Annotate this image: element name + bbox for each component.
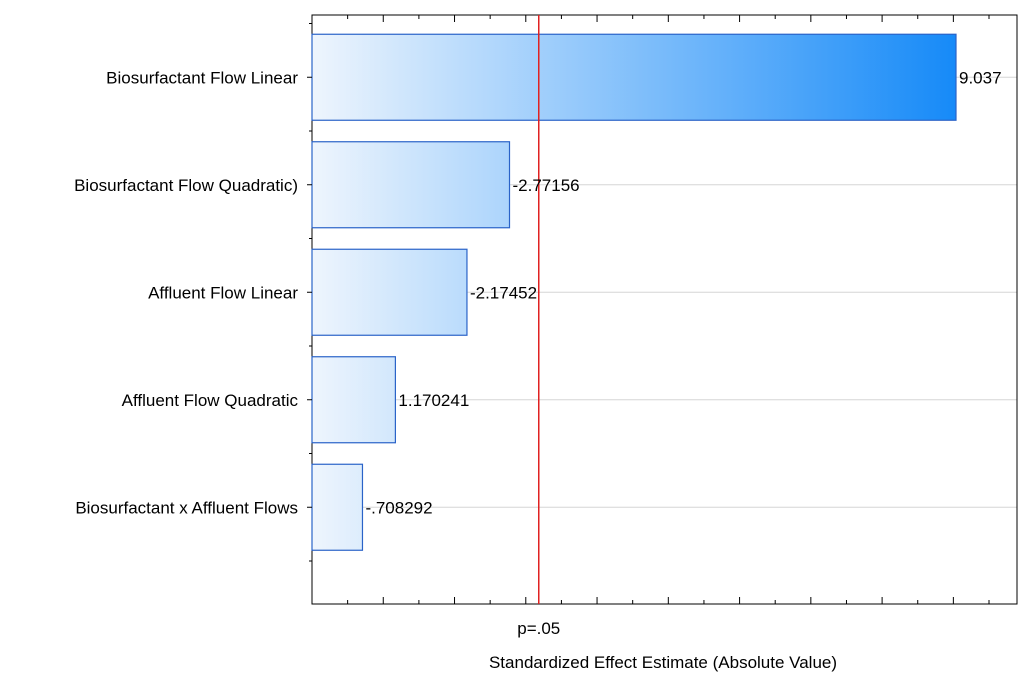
value-label: -.708292 bbox=[365, 498, 432, 517]
bar bbox=[311, 463, 364, 551]
category-label: Affluent Flow Quadratic bbox=[122, 391, 299, 410]
value-label: -2.77156 bbox=[513, 176, 580, 195]
category-label: Affluent Flow Linear bbox=[148, 283, 298, 302]
value-label: -2.17452 bbox=[470, 283, 537, 302]
axis-ticks bbox=[307, 15, 990, 604]
bar bbox=[311, 141, 511, 229]
category-label: Biosurfactant Flow Linear bbox=[106, 68, 298, 87]
bar bbox=[311, 356, 396, 444]
bar bbox=[311, 248, 468, 336]
category-label: Biosurfactant Flow Quadratic) bbox=[74, 176, 298, 195]
bars bbox=[311, 33, 957, 551]
significance-line-group: p=.05 bbox=[517, 15, 560, 638]
value-label: 1.170241 bbox=[398, 391, 469, 410]
category-labels: Biosurfactant Flow Linear Biosurfactant F… bbox=[74, 68, 298, 517]
value-label: 9.037 bbox=[959, 68, 1002, 87]
significance-label: p=.05 bbox=[517, 619, 560, 638]
value-labels: 9.037 -2.77156 -2.17452 1.170241 -.708292 bbox=[365, 68, 1001, 517]
bar bbox=[311, 33, 957, 121]
x-axis-label: Standardized Effect Estimate (Absolute V… bbox=[489, 653, 837, 672]
category-label: Biosurfactant x Affluent Flows bbox=[75, 498, 298, 517]
